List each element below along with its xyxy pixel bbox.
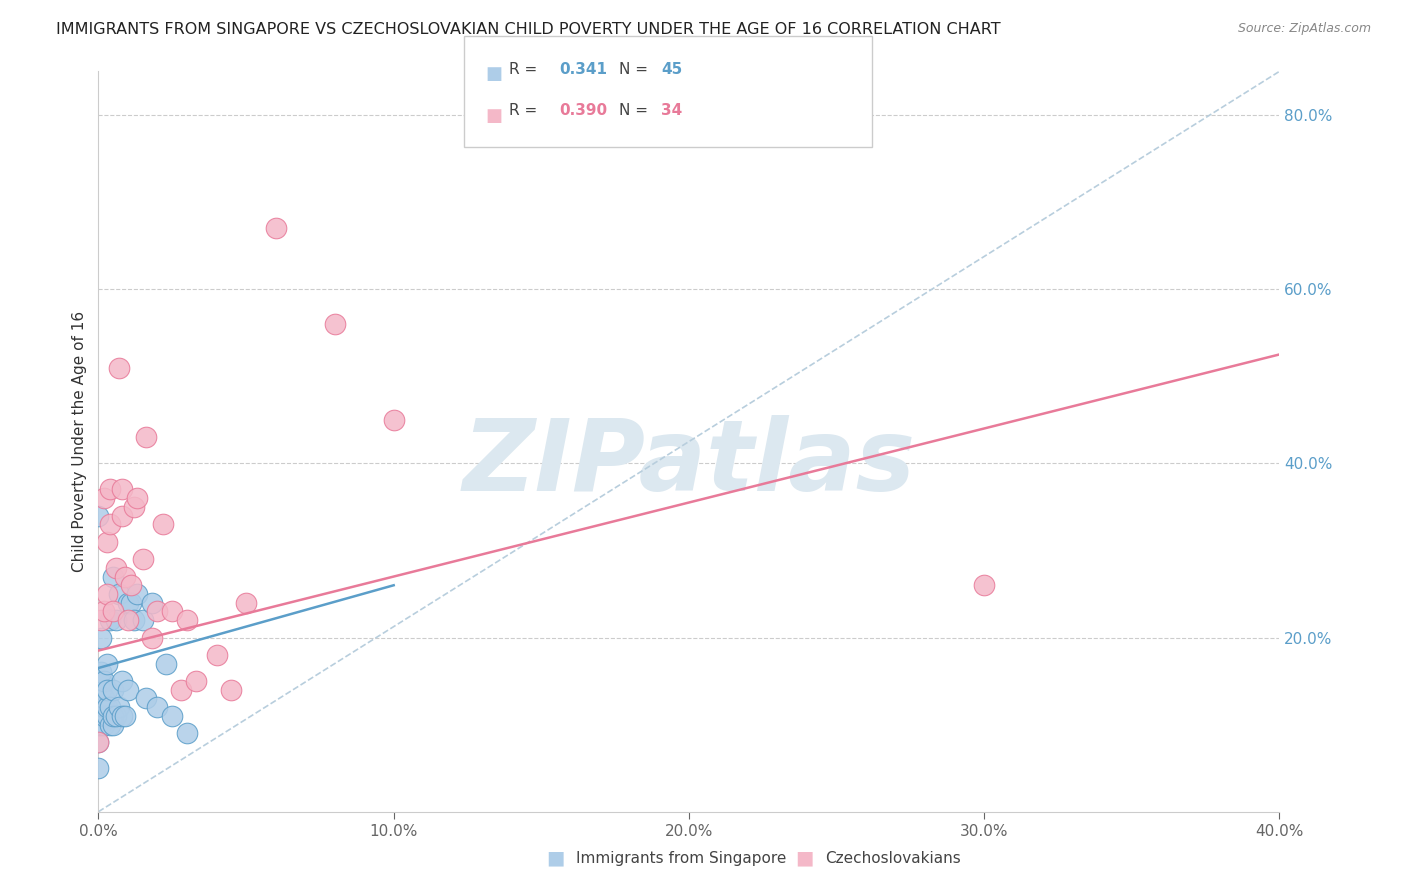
Text: R =: R = xyxy=(509,62,543,77)
Point xyxy=(146,604,169,618)
Point xyxy=(96,534,118,549)
Point xyxy=(219,682,242,697)
Text: 0.390: 0.390 xyxy=(560,103,607,119)
Point xyxy=(96,587,118,601)
Point xyxy=(93,691,115,706)
Point xyxy=(93,709,115,723)
Point xyxy=(176,613,198,627)
Point xyxy=(108,360,131,375)
Point xyxy=(117,613,139,627)
Point xyxy=(87,761,110,775)
Text: R =: R = xyxy=(509,103,543,119)
Point xyxy=(162,709,183,723)
Point xyxy=(264,221,287,235)
Point xyxy=(973,578,995,592)
Point xyxy=(155,657,177,671)
Point xyxy=(117,682,139,697)
Point xyxy=(114,569,136,583)
Point xyxy=(90,700,112,714)
Point xyxy=(90,613,112,627)
Point xyxy=(120,596,142,610)
Point xyxy=(141,631,163,645)
Point xyxy=(141,596,163,610)
Text: ■: ■ xyxy=(794,848,814,868)
Y-axis label: Child Poverty Under the Age of 16: Child Poverty Under the Age of 16 xyxy=(72,311,87,572)
Point xyxy=(146,700,169,714)
Point xyxy=(152,517,174,532)
Point xyxy=(162,604,183,618)
Point xyxy=(114,709,136,723)
Point xyxy=(87,735,110,749)
Text: 45: 45 xyxy=(661,62,682,77)
Point xyxy=(176,726,198,740)
Point xyxy=(93,700,115,714)
Text: Czechoslovakians: Czechoslovakians xyxy=(825,851,962,865)
Text: ZIPatlas: ZIPatlas xyxy=(463,416,915,512)
Point xyxy=(382,413,405,427)
Point xyxy=(103,604,125,618)
Text: N =: N = xyxy=(619,62,652,77)
Point xyxy=(108,587,131,601)
Point xyxy=(122,500,145,514)
Point xyxy=(135,691,157,706)
Point xyxy=(90,674,112,689)
Point xyxy=(87,717,110,731)
Point xyxy=(90,665,112,680)
Point xyxy=(87,735,110,749)
Text: ■: ■ xyxy=(485,65,502,83)
Text: ■: ■ xyxy=(546,848,565,868)
Point xyxy=(105,709,128,723)
Text: ■: ■ xyxy=(485,107,502,125)
Text: Immigrants from Singapore: Immigrants from Singapore xyxy=(576,851,787,865)
Point xyxy=(205,648,228,662)
Point xyxy=(96,709,118,723)
Point xyxy=(96,700,118,714)
Point xyxy=(111,483,134,497)
Point xyxy=(98,717,121,731)
Point xyxy=(111,674,134,689)
Point xyxy=(117,596,139,610)
Point xyxy=(90,682,112,697)
Point xyxy=(90,717,112,731)
Point xyxy=(105,613,128,627)
Point xyxy=(122,613,145,627)
Point xyxy=(98,517,121,532)
Point xyxy=(98,700,121,714)
Text: 0.341: 0.341 xyxy=(560,62,607,77)
Point xyxy=(90,631,112,645)
Point xyxy=(103,717,125,731)
Point xyxy=(323,317,346,331)
Point xyxy=(87,508,110,523)
Point xyxy=(98,613,121,627)
Point xyxy=(96,682,118,697)
Point xyxy=(103,709,125,723)
Text: Source: ZipAtlas.com: Source: ZipAtlas.com xyxy=(1237,22,1371,36)
Point xyxy=(96,657,118,671)
Text: N =: N = xyxy=(619,103,652,119)
Point xyxy=(93,604,115,618)
Point xyxy=(184,674,207,689)
Point xyxy=(105,561,128,575)
Point xyxy=(235,596,257,610)
Point xyxy=(93,717,115,731)
Point xyxy=(103,682,125,697)
Point xyxy=(93,674,115,689)
Point xyxy=(108,700,131,714)
Text: IMMIGRANTS FROM SINGAPORE VS CZECHOSLOVAKIAN CHILD POVERTY UNDER THE AGE OF 16 C: IMMIGRANTS FROM SINGAPORE VS CZECHOSLOVA… xyxy=(56,22,1001,37)
Point xyxy=(93,491,115,505)
Point xyxy=(111,709,134,723)
Point xyxy=(132,613,155,627)
Point xyxy=(98,483,121,497)
Point xyxy=(132,552,155,566)
Point xyxy=(120,578,142,592)
Point xyxy=(125,491,148,505)
Point xyxy=(135,430,157,444)
Point xyxy=(103,569,125,583)
Point xyxy=(125,587,148,601)
Text: 34: 34 xyxy=(661,103,682,119)
Point xyxy=(170,682,193,697)
Point xyxy=(111,508,134,523)
